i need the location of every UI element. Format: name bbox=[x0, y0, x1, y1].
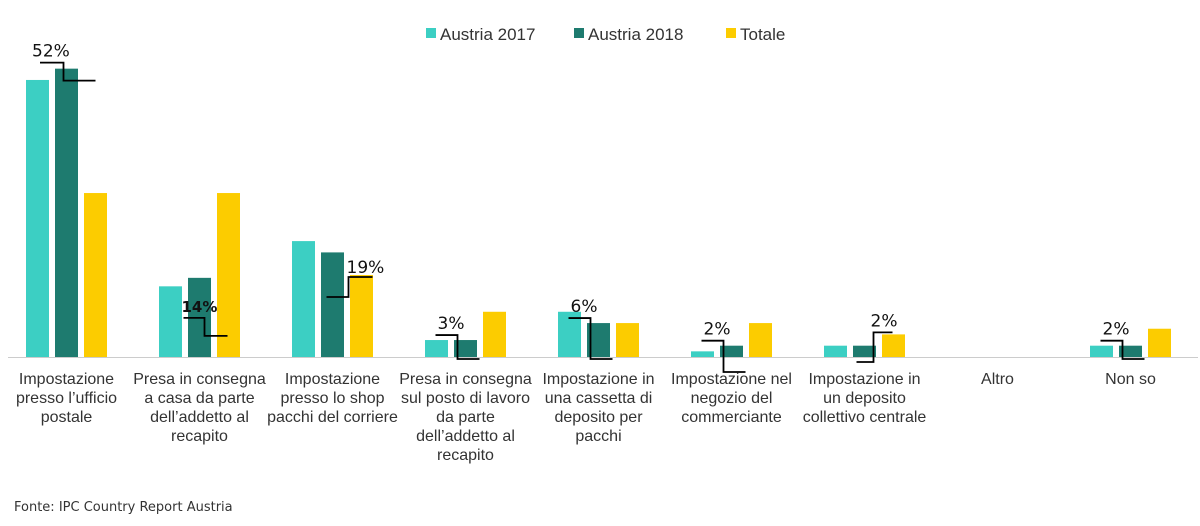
legend-swatch-3 bbox=[726, 28, 736, 38]
category-label-line: pacchi bbox=[575, 428, 621, 445]
category-label-line: Impostazione nel bbox=[671, 371, 792, 388]
data-label-1: 52% bbox=[32, 42, 70, 62]
bar-3-3 bbox=[350, 275, 373, 357]
bar-1-3 bbox=[292, 241, 315, 357]
category-label-line: collettivo centrale bbox=[803, 409, 927, 426]
annotation-connector-8 bbox=[1100, 339, 1145, 360]
category-label-line: Impostazione in bbox=[808, 371, 920, 388]
bar-3-6 bbox=[749, 323, 772, 357]
data-label-2: 14% bbox=[182, 298, 218, 316]
category-label-5: Impostazione in una cassetta di deposito p… bbox=[542, 371, 654, 445]
annotation-connector-2 bbox=[183, 316, 228, 337]
data-label-7: 2% bbox=[871, 311, 898, 331]
category-labels: Impostazione presso l’ufficio postale Presa… bbox=[16, 371, 1156, 464]
data-label-6: 2% bbox=[704, 320, 731, 340]
annotation-connector-6 bbox=[701, 339, 746, 373]
source-note: Fonte: IPC Country Report Austria bbox=[14, 500, 233, 515]
category-label-1: Impostazione presso l’ufficio postale bbox=[16, 371, 117, 426]
category-label-line: un deposito bbox=[823, 390, 906, 407]
annotation-connector-5 bbox=[568, 317, 613, 360]
category-label-line: presso lo shop bbox=[280, 390, 384, 407]
category-label-line: sul posto di lavoro bbox=[401, 390, 530, 407]
annotation-group: 52% 14% 19% 3% 6% 2% 2% 2% bbox=[32, 42, 1145, 373]
category-label-3: Impostazione presso lo shop pacchi del cor… bbox=[267, 371, 398, 426]
category-label-8: Altro bbox=[981, 371, 1014, 388]
bar-2-3 bbox=[321, 252, 344, 357]
bar-2-5 bbox=[587, 323, 610, 357]
category-label-line: presso l’ufficio bbox=[16, 390, 117, 407]
annotation-connector-1 bbox=[40, 61, 96, 82]
category-label-line: postale bbox=[41, 409, 93, 426]
category-label-7: Impostazione in un deposito collettivo cen… bbox=[803, 371, 927, 426]
category-label-line: Presa in consegna bbox=[133, 371, 266, 388]
bar-1-6 bbox=[691, 351, 714, 357]
category-label-line: recapito bbox=[437, 447, 494, 464]
bar-1-4 bbox=[425, 340, 448, 357]
category-label-line: commerciante bbox=[681, 409, 782, 426]
category-label-line: Impostazione in bbox=[542, 371, 654, 388]
data-label-8: 2% bbox=[1103, 320, 1130, 340]
category-label-2: Presa in consegna a casa da parte dell’add… bbox=[133, 371, 266, 445]
category-label-line: negozio del bbox=[691, 390, 773, 407]
data-label-3: 19% bbox=[347, 258, 385, 278]
legend-swatch-1 bbox=[426, 28, 436, 38]
category-label-line: da parte bbox=[436, 409, 495, 426]
category-label-line: Presa in consegna bbox=[399, 371, 532, 388]
legend-label-3: Totale bbox=[740, 25, 785, 44]
bar-1-7 bbox=[824, 345, 847, 357]
annotation-connector-4 bbox=[435, 334, 480, 360]
bar-3-1 bbox=[84, 193, 107, 357]
category-label-line: dell’addetto al bbox=[416, 428, 515, 445]
bar-3-5 bbox=[616, 323, 639, 357]
data-label-5: 6% bbox=[571, 297, 598, 317]
legend-swatch-2 bbox=[574, 28, 584, 38]
category-label-line: dell’addetto al bbox=[150, 409, 249, 426]
category-label-line: Non so bbox=[1105, 371, 1156, 388]
annotation-connector-7 bbox=[856, 331, 893, 363]
category-label-line: pacchi del corriere bbox=[267, 409, 398, 426]
category-label-4: Presa in consegna sul posto di lavoro da p… bbox=[399, 371, 532, 464]
bar-2-1 bbox=[55, 68, 78, 358]
category-label-line: Impostazione bbox=[19, 371, 114, 388]
bar-3-2 bbox=[217, 193, 240, 357]
category-label-line: a casa da parte bbox=[144, 390, 254, 407]
legend-label-2: Austria 2018 bbox=[588, 25, 683, 44]
bar-3-9 bbox=[1148, 328, 1171, 357]
annotation-connector-3 bbox=[326, 276, 373, 298]
category-label-line: deposito per bbox=[554, 409, 643, 426]
bar-1-1 bbox=[26, 79, 49, 357]
category-label-line: recapito bbox=[171, 428, 228, 445]
category-label-line: Altro bbox=[981, 371, 1014, 388]
bar-1-5 bbox=[558, 311, 581, 357]
bar-1-9 bbox=[1090, 345, 1113, 357]
data-label-4: 3% bbox=[438, 314, 465, 334]
category-label-6: Impostazione nel negozio del commerciante bbox=[671, 371, 792, 426]
bar-2-6 bbox=[720, 345, 743, 357]
bar-1-2 bbox=[159, 286, 182, 357]
bar-2-4 bbox=[454, 340, 477, 357]
bar-3-7 bbox=[882, 334, 905, 357]
chart-legend: Austria 2017 Austria 2018 Totale bbox=[426, 25, 785, 44]
bar-3-4 bbox=[483, 311, 506, 357]
category-label-9: Non so bbox=[1105, 371, 1156, 388]
bar-2-7 bbox=[853, 345, 876, 357]
category-label-line: una cassetta di bbox=[545, 390, 653, 407]
bar-2-9 bbox=[1119, 345, 1142, 357]
category-label-line: Impostazione bbox=[285, 371, 380, 388]
legend-label-1: Austria 2017 bbox=[440, 25, 535, 44]
bar-chart: Austria 2017 Austria 2018 Totale 52% 14% 19%… bbox=[8, 25, 1198, 464]
